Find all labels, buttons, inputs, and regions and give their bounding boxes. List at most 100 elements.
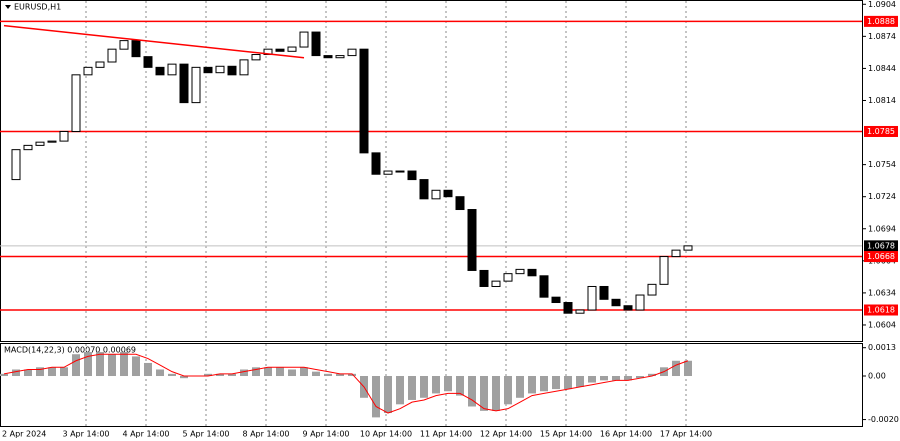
candle [239,59,249,76]
y-tick-label: 1.0844 [868,64,896,73]
candle [119,40,129,50]
macd-bar [504,376,512,405]
macd-bar [672,360,680,377]
macd-bar [72,354,80,377]
y-tick-label: 1.0694 [868,224,896,233]
chart-title: EURUSD,H1 [14,3,61,12]
macd-bar [540,376,548,392]
x-tick-label: 15 Apr 14:00 [540,430,592,439]
candle [371,152,381,175]
candle [575,309,585,314]
y-tick-label: -0.0020 [868,415,899,424]
macd-bar [120,352,128,377]
macd-bar [36,367,44,377]
level-label: 1.0888 [867,17,895,26]
candle [587,285,597,311]
candle [215,65,225,74]
macd-bar [528,376,536,394]
macd-bar [324,373,332,377]
x-tick-label: 17 Apr 14:00 [660,430,712,439]
macd-bar [180,376,188,379]
macd-bar [576,376,584,387]
y-tick-label: 1.0754 [868,160,896,169]
macd-bar [156,369,164,377]
candle [611,298,621,307]
macd-bar [12,369,20,377]
candle [59,130,69,142]
x-tick-label: 3 Apr 14:00 [62,430,109,439]
macd-bar [420,376,428,398]
candle [35,141,45,146]
candle [323,55,333,59]
title-icon [5,5,11,9]
candle [419,179,429,200]
candle [143,56,153,68]
macd-bar [24,369,32,377]
macd-bar [60,367,68,377]
candle [455,196,465,211]
macd-bar [348,373,356,377]
macd-panel [0,343,863,427]
candle [299,31,309,48]
macd-bar [684,360,692,377]
signal-line [3,353,689,414]
x-tick-label: 11 Apr 14:00 [420,430,472,439]
price-panel [0,0,863,342]
candle [179,63,189,104]
macd-bar [216,373,224,377]
candle [155,66,165,76]
macd-bar [624,376,632,381]
candle [107,48,117,63]
candle [191,66,201,104]
macd-bar [552,376,560,390]
y-tick-label: 0.00 [868,372,886,381]
macd-bar [252,367,260,377]
macd-bar [0,373,8,377]
candle [23,144,33,151]
y-tick-label: 1.0634 [868,288,896,297]
y-tick-label: 1.0724 [868,192,896,201]
candle [203,66,213,74]
candle [623,305,633,311]
y-tick-label: 1.0604 [868,320,896,329]
x-tick-label: 2 Apr 2024 [2,430,46,439]
macd-bar [636,376,644,379]
macd-bar [96,352,104,377]
macd-bar [564,376,572,390]
candle [311,31,321,57]
candle [551,296,561,304]
candle [347,48,357,57]
macd-bar [276,367,284,377]
candle [659,256,669,285]
macd-bar [372,376,380,418]
macd-bar [516,376,524,398]
macd-bar [396,376,404,405]
level-box [864,125,898,137]
level-box [864,304,898,316]
candle [599,285,609,300]
candle [539,275,549,298]
macd-bar [612,376,620,381]
x-tick-label: 10 Apr 14:00 [360,430,412,439]
macd-bar [48,367,56,377]
candle [383,170,393,175]
candle [275,48,285,52]
macd-bar [456,376,464,396]
macd-bar [480,376,488,411]
candle [95,61,105,68]
candle [503,273,513,282]
macd-bar [408,376,416,400]
macd-bar [300,367,308,377]
trendline [3,24,305,59]
level-box [864,251,898,263]
candle [407,170,417,181]
macd-bar [492,376,500,411]
macd-bar [240,369,248,377]
macd-bar [108,354,116,377]
candle [131,40,141,58]
macd-bar [132,356,140,377]
candle [683,245,693,251]
current-price-box [864,240,898,252]
current-price-label: 1.0678 [867,241,895,250]
y-tick-label: 1.0874 [868,32,896,41]
